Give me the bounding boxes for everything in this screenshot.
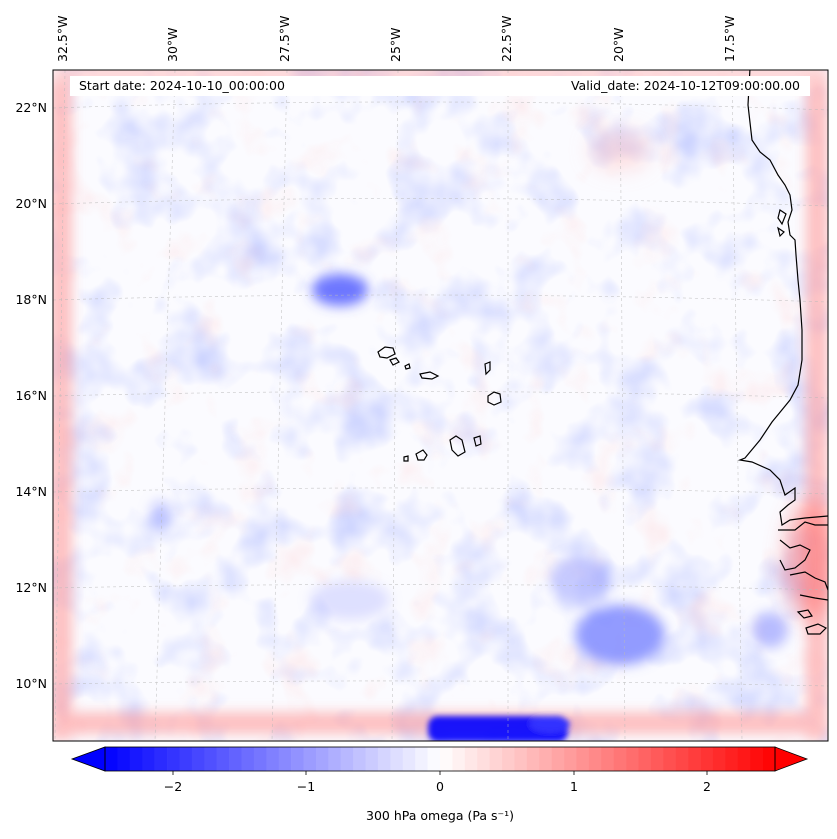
lat-label: 12°N xyxy=(15,580,47,595)
start-date-label: Start date: 2024-10-10_00:00:00 xyxy=(79,78,285,93)
colorbar-step xyxy=(588,747,602,771)
colorbar-step xyxy=(725,747,739,771)
colorbar-step xyxy=(303,747,317,771)
colorbar-step xyxy=(502,747,515,771)
colorbar-step xyxy=(402,747,416,771)
colorbar-step xyxy=(489,747,503,771)
colorbar-step xyxy=(241,747,255,771)
colorbar-step xyxy=(663,747,677,771)
colorbar-step xyxy=(291,747,304,771)
colorbar-step xyxy=(129,747,143,771)
colorbar-step xyxy=(315,747,329,771)
colorbar-tick-label: −2 xyxy=(164,779,182,794)
lat-label: 22°N xyxy=(15,100,47,115)
colorbar-step xyxy=(204,747,217,771)
map-border xyxy=(52,69,829,742)
lon-label: 27.5°W xyxy=(277,16,292,62)
longitude-labels: 32.5°W 30°W 27.5°W 25°W 22.5°W 20°W 17.5… xyxy=(55,16,737,62)
colorbar-ticks xyxy=(172,771,708,775)
bottom-strong-ascent xyxy=(428,716,570,741)
graticule xyxy=(53,70,828,741)
colorbar-step xyxy=(278,747,292,771)
colorbar-step xyxy=(551,747,565,771)
colorbar-step xyxy=(737,747,751,771)
header-band xyxy=(70,76,810,96)
colorbar-step xyxy=(675,747,689,771)
lat-label: 14°N xyxy=(15,484,47,499)
colorbar-label: 300 hPa omega (Pa s⁻¹) xyxy=(366,808,514,823)
colorbar-step xyxy=(105,747,118,771)
colorbar: −2 −1 0 1 2 300 hPa omega (Pa s⁻¹) xyxy=(70,746,809,823)
colorbar-step xyxy=(390,747,404,771)
latitude-labels: 22°N 20°N 18°N 16°N 14°N 12°N 10°N xyxy=(15,100,47,691)
coastline xyxy=(377,70,828,635)
colorbar-step xyxy=(415,747,428,771)
colorbar-step xyxy=(762,747,776,771)
colorbar-step xyxy=(564,747,577,771)
lon-label: 30°W xyxy=(165,27,180,62)
colorbar-step xyxy=(216,747,230,771)
lon-label: 17.5°W xyxy=(722,16,737,62)
colorbar-step xyxy=(601,747,615,771)
valid-date-label: Valid_date: 2024-10-12T09:00:00.00 xyxy=(571,78,800,93)
colorbar-step xyxy=(613,747,627,771)
colorbar-step xyxy=(142,747,155,771)
lat-label: 18°N xyxy=(15,292,47,307)
colorbar-step xyxy=(712,747,726,771)
colorbar-step xyxy=(340,747,354,771)
colorbar-tick-label: −1 xyxy=(297,779,315,794)
colorbar-tick-label: 1 xyxy=(570,779,578,794)
colorbar-step xyxy=(427,747,441,771)
colorbar-steps xyxy=(105,747,776,771)
lat-label: 10°N xyxy=(15,676,47,691)
colorbar-step xyxy=(750,747,763,771)
colorbar-step xyxy=(464,747,478,771)
lon-label: 25°W xyxy=(388,27,403,62)
lon-label: 32.5°W xyxy=(55,16,70,62)
colorbar-step xyxy=(626,747,639,771)
colorbar-step xyxy=(477,747,490,771)
colorbar-step xyxy=(638,747,652,771)
lat-label: 20°N xyxy=(15,196,47,211)
colorbar-step xyxy=(179,747,193,771)
colorbar-step xyxy=(266,747,280,771)
map-panel xyxy=(53,70,828,741)
colorbar-extend-max xyxy=(774,746,809,772)
colorbar-step xyxy=(377,747,391,771)
colorbar-step xyxy=(191,747,205,771)
colorbar-step xyxy=(700,747,714,771)
colorbar-tick-label: 2 xyxy=(703,779,711,794)
colorbar-step xyxy=(688,747,701,771)
colorbar-step xyxy=(154,747,168,771)
lon-label: 22.5°W xyxy=(499,16,514,62)
colorbar-step xyxy=(452,747,466,771)
colorbar-step xyxy=(650,747,664,771)
colorbar-step xyxy=(440,747,453,771)
colorbar-step xyxy=(117,747,131,771)
omega-negative-patches xyxy=(150,274,788,665)
colorbar-step xyxy=(229,747,242,771)
colorbar-step xyxy=(365,747,379,771)
colorbar-step xyxy=(353,747,366,771)
colorbar-step xyxy=(576,747,590,771)
colorbar-step xyxy=(539,747,552,771)
omega-field-positive xyxy=(53,70,828,741)
colorbar-step xyxy=(514,747,528,771)
lat-label: 16°N xyxy=(15,388,47,403)
colorbar-step xyxy=(167,747,180,771)
colorbar-tick-label: 0 xyxy=(436,779,444,794)
colorbar-extend-min xyxy=(70,746,106,772)
colorbar-step xyxy=(328,747,342,771)
colorbar-step xyxy=(526,747,540,771)
lon-label: 20°W xyxy=(611,27,626,62)
colorbar-step xyxy=(253,747,267,771)
